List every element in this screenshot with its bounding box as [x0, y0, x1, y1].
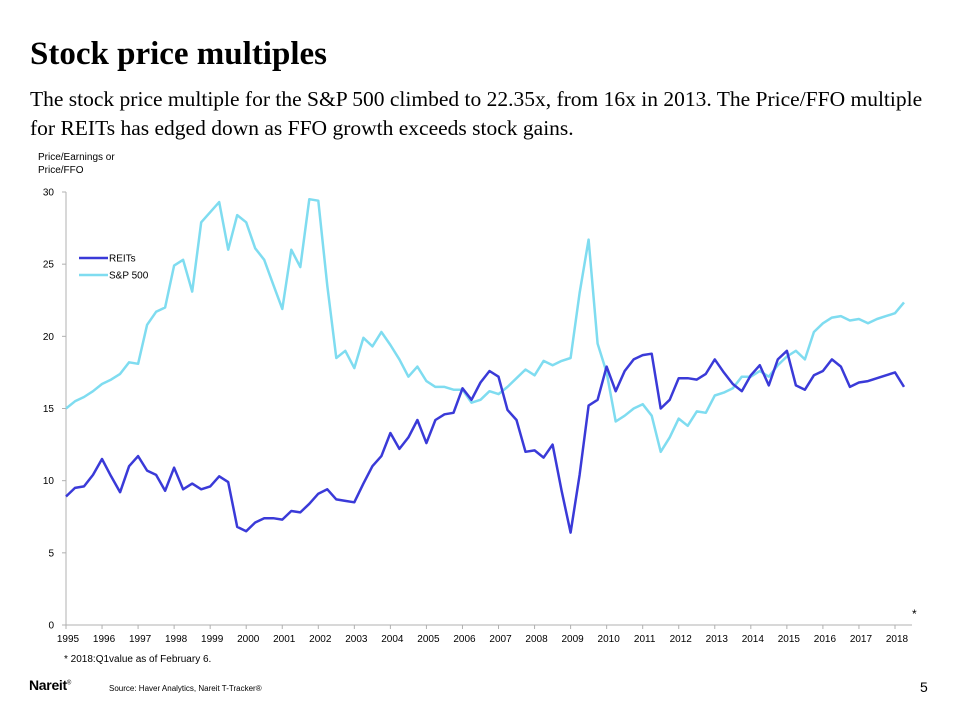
x-tick-label: 2009	[561, 634, 584, 645]
x-tick-label: 2005	[417, 634, 440, 645]
x-tick-label: 2007	[489, 634, 512, 645]
x-tick-label: 2011	[634, 634, 656, 645]
x-tick-label: 1998	[165, 634, 188, 645]
x-tick-label: 2004	[381, 634, 404, 645]
estimate-marker: *	[912, 607, 917, 621]
logo-text: Nareit	[29, 677, 67, 693]
x-tick-label: 1995	[57, 634, 80, 645]
x-tick-label: 2017	[850, 634, 873, 645]
x-tick-label: 2006	[453, 634, 476, 645]
y-tick-label: 5	[48, 548, 54, 559]
chart-axes: 0 5 10 15 20 25 30 1995 1996 1997 1998 1999 2000 2001…	[43, 188, 912, 645]
x-tick-label: 2000	[237, 634, 260, 645]
x-tick-label: 2003	[345, 634, 368, 645]
y-tick-label: 30	[43, 188, 55, 199]
footnote: * 2018:Q1value as of February 6.	[64, 654, 212, 665]
x-tick-label: 1997	[129, 634, 152, 645]
slide-title: Stock price multiples	[30, 36, 327, 72]
x-tick-label: 2013	[706, 634, 729, 645]
x-tick-label: 2014	[742, 634, 765, 645]
legend-label: S&P 500	[109, 271, 149, 282]
y-axis-label: Price/Earnings or Price/FFO	[38, 152, 115, 176]
x-tick-label: 1999	[201, 634, 224, 645]
x-tick-label: 2008	[525, 634, 548, 645]
y-tick-label: 15	[43, 404, 55, 415]
x-tick-label: 2012	[670, 634, 693, 645]
logo-registered-mark: ®	[66, 680, 72, 687]
x-tick-label: 2001	[273, 634, 296, 645]
x-tick-label: 1996	[93, 634, 116, 645]
page-number: 5	[920, 679, 928, 695]
slide-subtitle: The stock price multiple for the S&P 500…	[30, 87, 923, 140]
x-tick-label: 2002	[309, 634, 332, 645]
y-tick-label: 0	[48, 621, 54, 632]
x-tick-label: 2015	[778, 634, 801, 645]
x-tick-label: 2010	[598, 634, 621, 645]
y-tick-label: 10	[43, 476, 55, 487]
x-tick-label: 2016	[814, 634, 837, 645]
y-tick-label: 20	[43, 332, 55, 343]
y-tick-label: 25	[43, 260, 55, 271]
chart-series	[65, 197, 906, 534]
legend-label: REITs	[109, 254, 136, 265]
source-note: Source: Haver Analytics, Nareit T-Tracke…	[109, 684, 262, 693]
nareit-logo: Nareit®	[29, 677, 71, 693]
series-line-s-p-500	[65, 197, 905, 454]
chart-legend: REITs S&P 500	[79, 254, 149, 282]
x-tick-label: 2018	[886, 634, 909, 645]
series-line-reits	[65, 349, 906, 534]
